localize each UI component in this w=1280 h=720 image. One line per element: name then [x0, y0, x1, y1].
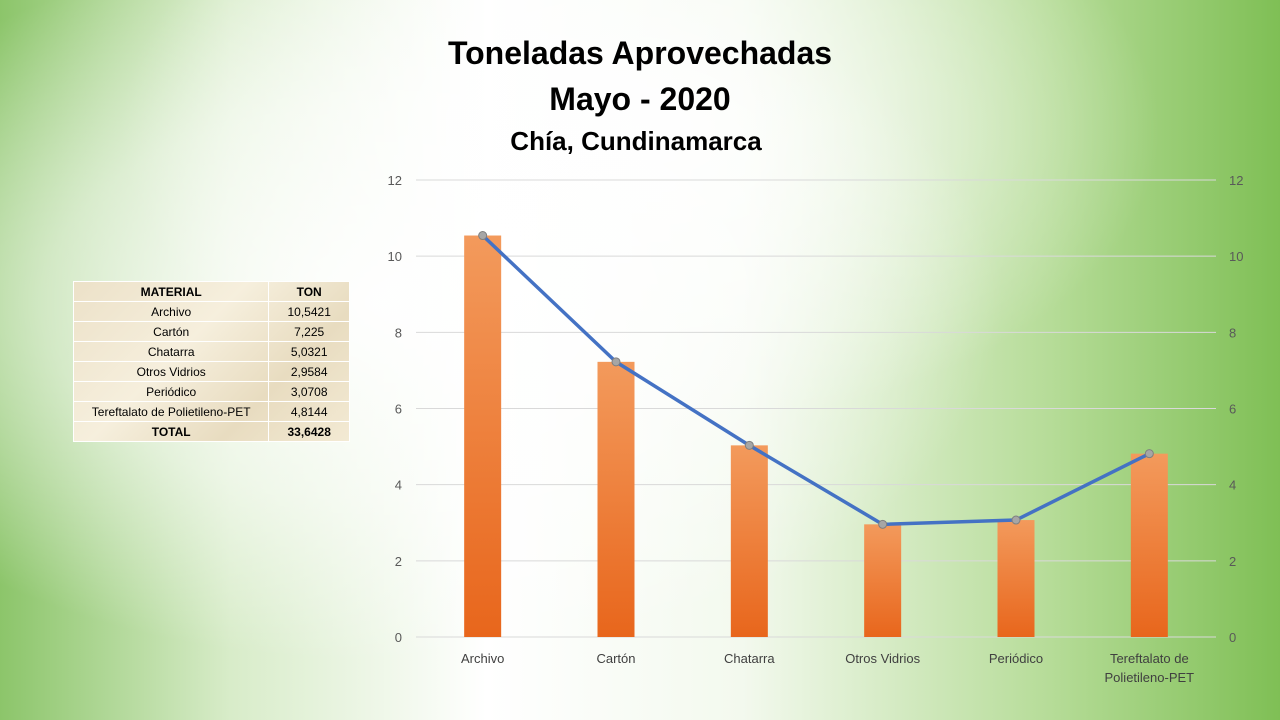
ton-cell: 5,0321 [268, 341, 350, 362]
x-tick-label: Archivo [461, 651, 504, 666]
y2-tick-label: 8 [1229, 325, 1236, 340]
y2-tick-label: 0 [1229, 630, 1236, 645]
bar [1130, 453, 1168, 637]
table-total-row: TOTAL 33,6428 [72, 421, 350, 442]
bar [997, 520, 1035, 637]
y2-tick-label: 10 [1229, 249, 1243, 264]
series-line [481, 234, 1151, 527]
line-point [1144, 449, 1154, 459]
bar [864, 524, 902, 637]
chart-title: Toneladas Aprovechadas Mayo - 2020 [340, 30, 940, 122]
x-tick-label: Cartón [596, 651, 635, 666]
y-tick-label: 12 [388, 173, 402, 188]
material-cell: Otros Vidrios [72, 361, 270, 382]
y2-tick-label: 4 [1229, 478, 1236, 493]
materials-table: MATERIAL TON Archivo 10,5421 Cartón 7,22… [72, 281, 350, 442]
bar [730, 445, 768, 637]
line-point [611, 357, 621, 367]
line-point [744, 440, 754, 450]
title-line-1: Toneladas Aprovechadas [447, 35, 833, 71]
x-tick-label: Tereftalato de [1110, 651, 1189, 666]
x-tick-label: Chatarra [724, 651, 775, 666]
bar [597, 361, 635, 637]
line-point [878, 519, 888, 529]
y-tick-label: 2 [395, 554, 402, 569]
table-row: Otros Vidrios 2,9584 [72, 361, 350, 382]
y-tick-label: 10 [388, 249, 402, 264]
y-tick-label: 0 [395, 630, 402, 645]
table-row: Archivo 10,5421 [72, 301, 350, 322]
line-point [1011, 515, 1021, 525]
y-tick-label: 4 [395, 478, 402, 493]
y-tick-label: 6 [395, 402, 402, 417]
y2-tick-label: 2 [1229, 554, 1236, 569]
total-label: TOTAL [72, 421, 270, 442]
y2-tick-label: 6 [1229, 402, 1236, 417]
total-value: 33,6428 [268, 421, 350, 442]
title-line-2: Mayo - 2020 [549, 81, 731, 117]
table-row: Tereftalato de Polietileno-PET 4,8144 [72, 401, 350, 422]
x-tick-label: Otros Vidrios [845, 651, 920, 666]
ton-cell: 2,9584 [268, 361, 350, 382]
line-point [478, 231, 488, 241]
ton-cell: 4,8144 [268, 401, 350, 422]
material-cell: Tereftalato de Polietileno-PET [72, 401, 270, 422]
material-cell: Archivo [72, 301, 270, 322]
x-tick-label: Periódico [989, 651, 1043, 666]
bar [464, 235, 502, 637]
ton-cell: 7,225 [268, 321, 350, 342]
table-row: Cartón 7,225 [72, 321, 350, 342]
y2-tick-label: 12 [1229, 173, 1243, 188]
chart-subtitle: Chía, Cundinamarca [510, 126, 762, 156]
x-tick-label: Polietileno-PET [1105, 670, 1195, 685]
y-tick-label: 8 [395, 325, 402, 340]
